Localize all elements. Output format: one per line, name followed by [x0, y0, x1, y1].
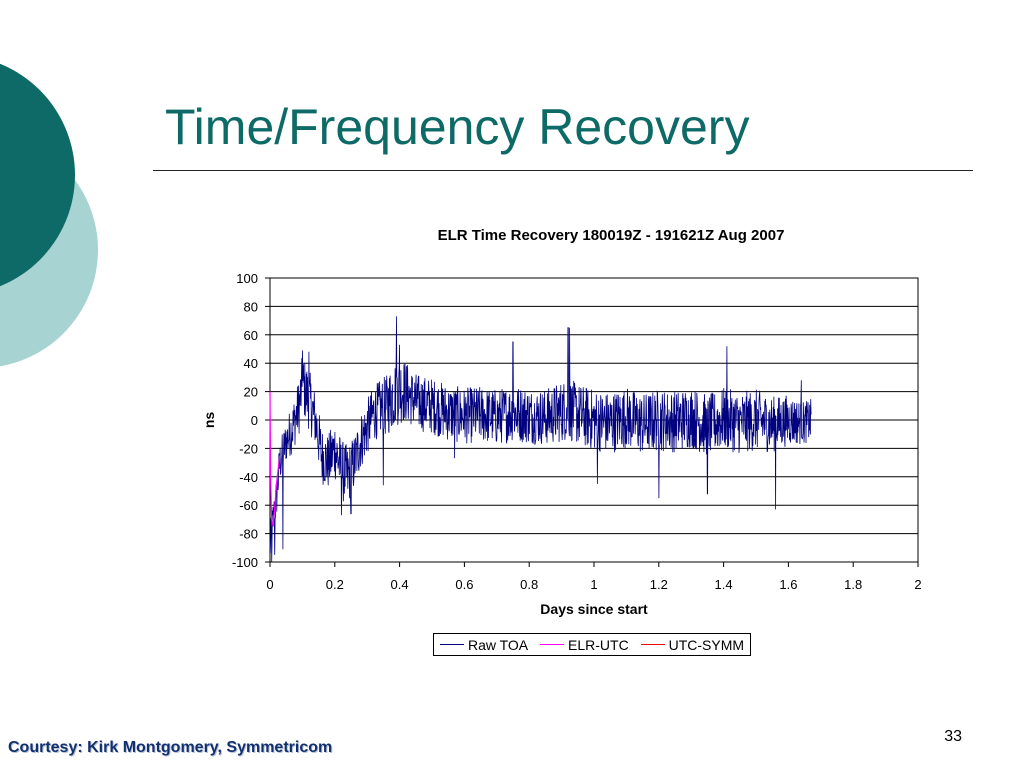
chart-title: ELR Time Recovery 180019Z - 191621Z Aug … — [438, 227, 785, 244]
x-tick-label: 1.8 — [844, 577, 862, 592]
y-tick-label: -100 — [232, 555, 258, 570]
y-tick-label: -40 — [239, 470, 258, 485]
y-tick-label: 80 — [244, 299, 258, 314]
y-tick-label: 0 — [251, 413, 258, 428]
y-tick-label: -60 — [239, 498, 258, 513]
x-tick-label: 0.6 — [455, 577, 473, 592]
legend-label-elr-utc: ELR-UTC — [568, 636, 629, 653]
x-tick-label: 1.4 — [715, 577, 733, 592]
y-tick-label: 40 — [244, 356, 258, 371]
y-axis-label: ns — [201, 412, 217, 429]
x-tick-label: 0.2 — [326, 577, 344, 592]
chart-legend: Raw TOA ELR-UTC UTC-SYMM — [433, 633, 751, 656]
y-tick-label: 20 — [244, 385, 258, 400]
y-tick-label: 60 — [244, 328, 258, 343]
x-tick-label: 2 — [914, 577, 921, 592]
x-tick-label: 0.4 — [391, 577, 409, 592]
series-line-elr-utc — [269, 391, 281, 527]
legend-item-raw-toa: Raw TOA — [439, 636, 529, 653]
y-tick-label: -80 — [239, 527, 258, 542]
x-tick-label: 1 — [590, 577, 597, 592]
x-axis-label: Days since start — [540, 601, 648, 617]
decorative-circles — [0, 63, 98, 367]
legend-item-utc-symm: UTC-SYMM — [640, 636, 745, 653]
legend-label-utc-symm: UTC-SYMM — [668, 636, 745, 653]
x-tick-label: 1.6 — [779, 577, 797, 592]
title-divider — [153, 170, 973, 171]
page-title: Time/Frequency Recovery — [165, 99, 750, 155]
slide-number: 33 — [944, 728, 962, 745]
legend-swatch-elr-utc — [540, 644, 565, 645]
courtesy-credit: Courtesy: Kirk Montgomery, Symmetricom — [8, 739, 333, 756]
y-tick-label: -20 — [239, 441, 258, 456]
x-tick-label: 0.8 — [520, 577, 538, 592]
legend-item-elr-utc: ELR-UTC — [540, 637, 629, 653]
legend-swatch-raw-toa — [439, 644, 464, 645]
series-line-raw-toa — [269, 316, 812, 563]
x-tick-label: 1.2 — [650, 577, 668, 592]
legend-label-raw-toa: Raw TOA — [467, 636, 529, 653]
y-tick-label: 100 — [236, 271, 258, 286]
legend-swatch-utc-symm — [640, 644, 665, 645]
dark-teal-circle — [0, 63, 75, 287]
x-tick-label: 0 — [266, 577, 273, 592]
